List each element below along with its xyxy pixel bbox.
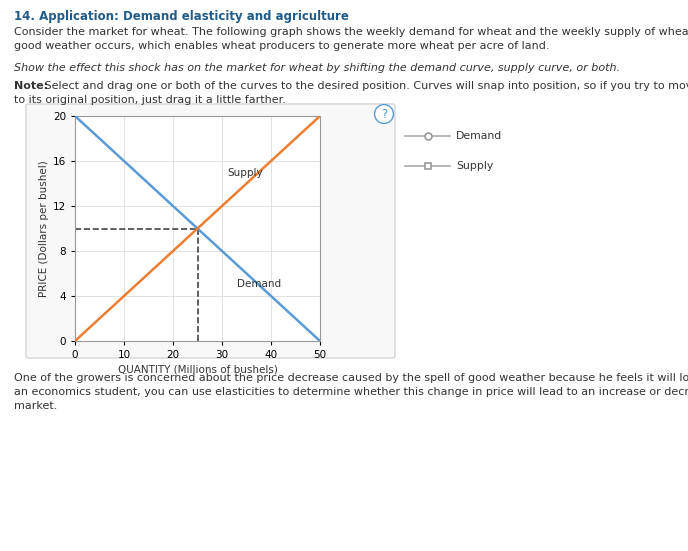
- Text: Select and drag one or both of the curves to the desired position. Curves will s: Select and drag one or both of the curve…: [41, 81, 688, 91]
- Text: Show the effect this shock has on the market for wheat by shifting the demand cu: Show the effect this shock has on the ma…: [14, 63, 620, 73]
- Text: One of the growers is concerned about the price decrease caused by the spell of : One of the growers is concerned about th…: [14, 373, 688, 383]
- Text: Supply: Supply: [456, 161, 493, 171]
- Text: market.: market.: [14, 401, 57, 411]
- FancyBboxPatch shape: [26, 104, 395, 358]
- Text: Demand: Demand: [237, 279, 281, 289]
- Text: Supply: Supply: [227, 168, 263, 178]
- Text: good weather occurs, which enables wheat producers to generate more wheat per ac: good weather occurs, which enables wheat…: [14, 41, 550, 51]
- Text: ?: ?: [381, 107, 387, 121]
- Text: Note:: Note:: [14, 81, 48, 91]
- Text: Consider the market for wheat. The following graph shows the weekly demand for w: Consider the market for wheat. The follo…: [14, 27, 688, 37]
- Text: an economics student, you can use elasticities to determine whether this change : an economics student, you can use elasti…: [14, 387, 688, 397]
- X-axis label: QUANTITY (Millions of bushels): QUANTITY (Millions of bushels): [118, 364, 277, 374]
- Text: 14. Application: Demand elasticity and agriculture: 14. Application: Demand elasticity and a…: [14, 10, 349, 23]
- Text: Demand: Demand: [456, 131, 502, 141]
- Y-axis label: PRICE (Dollars per bushel): PRICE (Dollars per bushel): [39, 160, 49, 297]
- Text: to its original position, just drag it a little farther.: to its original position, just drag it a…: [14, 95, 286, 105]
